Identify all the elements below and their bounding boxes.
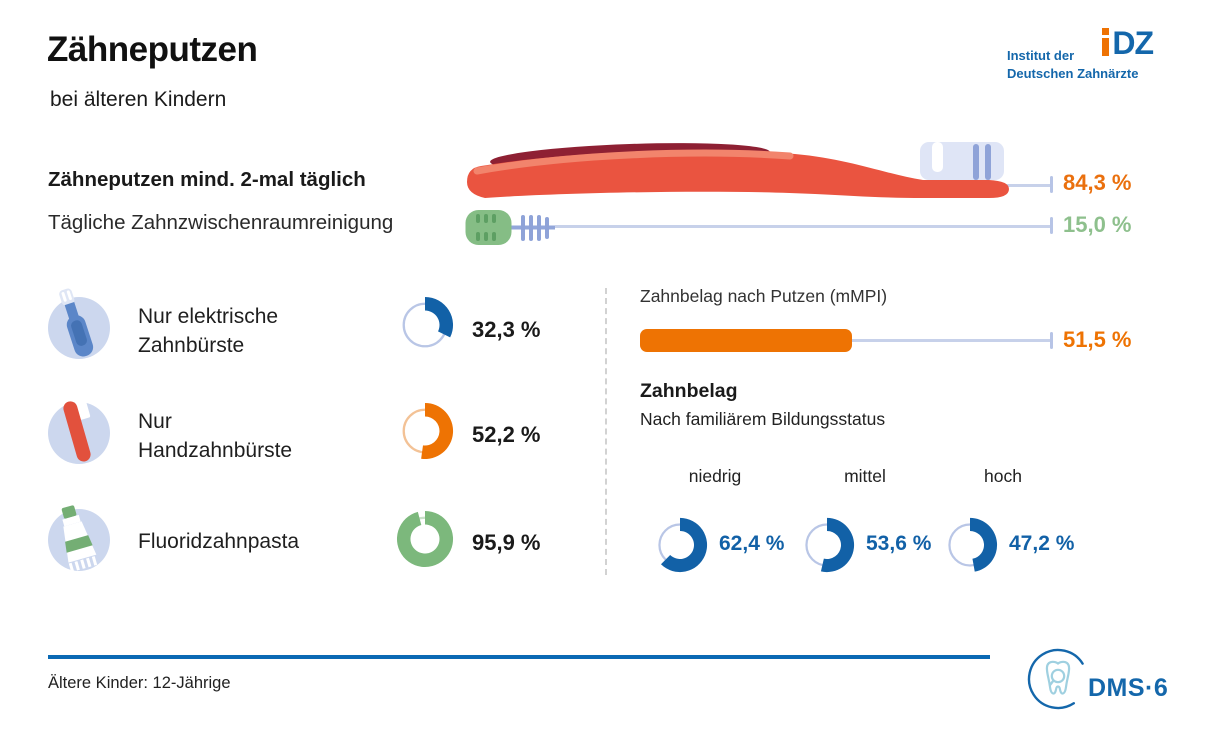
- bar-end-tick-interdental: [1050, 217, 1053, 234]
- plaque-section-title: Zahnbelag: [640, 380, 738, 402]
- bar-track-line-interdental: [555, 225, 1052, 228]
- usage-value-electric: 32,3 %: [472, 317, 541, 342]
- footer-rule: [48, 655, 990, 659]
- usage-label-toothpaste: Fluoridzahnpasta: [138, 527, 299, 556]
- bar-value-brushing: 84,3 %: [1063, 170, 1132, 195]
- plaque-section-subtitle: Nach familiärem Bildungsstatus: [640, 409, 886, 429]
- usage-value-toothpaste: 95,9 %: [472, 530, 541, 555]
- status-label-niedrig: niedrig: [688, 466, 742, 486]
- bar-value-interdental: 15,0 %: [1063, 212, 1132, 237]
- usage-label-manual-line2: Handzahnbürste: [138, 439, 293, 462]
- page-subtitle: bei älteren Kindern: [50, 88, 227, 111]
- plaque-bar-end-tick: [1050, 332, 1053, 349]
- status-value-hoch: 47,2 %: [1009, 532, 1075, 555]
- usage-value-manual: 52,2 %: [472, 422, 541, 447]
- dms6-logo-text: DMS·6: [1088, 674, 1169, 702]
- footer-note: Ältere Kinder: 12-Jährige: [48, 674, 231, 692]
- idz-logo-mark: DZ: [1102, 25, 1154, 61]
- dms6-logo-icon: [1027, 648, 1084, 710]
- idz-logo-line2: Deutschen Zahnärzte: [1007, 66, 1139, 81]
- plaque-bar-track-line: [845, 339, 1052, 342]
- donut-chart-mittel: [799, 517, 855, 573]
- plaque-bar-track: [640, 329, 1052, 352]
- usage-label-toothpaste-line1: Fluoridzahnpasta: [138, 530, 300, 553]
- idz-i-glyph-icon: [1102, 28, 1110, 58]
- donut-chart-niedrig: [652, 517, 708, 573]
- page-title: Zähneputzen: [47, 30, 258, 69]
- plaque-bar-label: Zahnbelag nach Putzen (mMPI): [640, 286, 888, 306]
- usage-label-electric-line1: Nur elektrische: [138, 305, 279, 328]
- status-value-niedrig: 62,4 %: [719, 532, 785, 555]
- interdental-brush-icon: [465, 210, 555, 245]
- plaque-bar-value: 51,5 %: [1063, 327, 1132, 352]
- manual-toothbrush-icon: [48, 395, 110, 464]
- toothpaste-tube-icon: [48, 505, 110, 573]
- electric-toothbrush-icon: [48, 288, 110, 359]
- idz-logo: DZ Institut der Deutschen Zahnärzte: [1003, 25, 1154, 84]
- bar-end-tick-brushing: [1050, 176, 1053, 193]
- usage-label-electric: Nur elektrische Zahnbürste: [138, 302, 278, 360]
- status-value-mittel: 53,6 %: [866, 532, 932, 555]
- status-label-hoch: hoch: [984, 466, 1022, 486]
- bar-label-brushing: Zähneputzen mind. 2-mal täglich: [48, 168, 366, 191]
- bar-label-interdental: Tägliche Zahnzwischenraumreinigung: [48, 211, 394, 234]
- donut-chart-toothpaste: [396, 510, 454, 568]
- donut-chart-hoch: [942, 517, 998, 573]
- donut-chart-electric: [396, 296, 454, 354]
- usage-label-manual-line1: Nur: [138, 410, 172, 433]
- usage-label-manual: Nur Handzahnbürste: [138, 407, 292, 465]
- status-label-mittel: mittel: [844, 466, 886, 486]
- section-divider: [605, 288, 607, 575]
- usage-label-electric-line2: Zahnbürste: [138, 334, 245, 357]
- toothbrush-icon: [467, 142, 1009, 198]
- idz-logo-line1: Institut der: [1007, 48, 1075, 63]
- idz-dz-glyph: DZ: [1112, 25, 1154, 61]
- plaque-bar-fill: [640, 329, 853, 352]
- donut-chart-manual: [396, 402, 454, 460]
